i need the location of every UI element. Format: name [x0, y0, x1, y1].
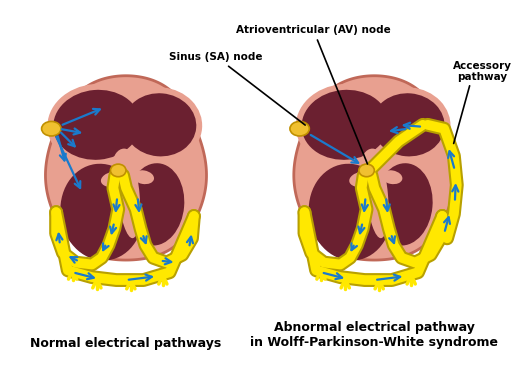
Text: Abnormal electrical pathway
in Wolff-Parkinson-White syndrome: Abnormal electrical pathway in Wolff-Par…: [250, 321, 498, 349]
Ellipse shape: [101, 171, 128, 187]
Ellipse shape: [374, 163, 433, 245]
Ellipse shape: [361, 149, 384, 183]
Ellipse shape: [309, 164, 391, 261]
Ellipse shape: [126, 163, 184, 245]
Ellipse shape: [42, 121, 61, 136]
Ellipse shape: [117, 151, 140, 238]
Ellipse shape: [124, 93, 196, 156]
Ellipse shape: [349, 171, 376, 187]
Ellipse shape: [381, 170, 403, 184]
Ellipse shape: [60, 164, 143, 261]
Polygon shape: [294, 76, 455, 260]
Ellipse shape: [111, 164, 126, 177]
Ellipse shape: [366, 151, 388, 238]
Text: Normal electrical pathways: Normal electrical pathways: [30, 337, 222, 350]
Polygon shape: [45, 76, 206, 260]
Ellipse shape: [359, 164, 375, 177]
Ellipse shape: [133, 170, 154, 184]
Ellipse shape: [112, 149, 135, 183]
Ellipse shape: [372, 93, 445, 156]
Text: Sinus (SA) node: Sinus (SA) node: [169, 52, 305, 125]
Ellipse shape: [290, 121, 309, 136]
Ellipse shape: [302, 90, 389, 160]
Text: Atrioventricular (AV) node: Atrioventricular (AV) node: [236, 25, 390, 164]
Ellipse shape: [53, 90, 141, 160]
Text: Accessory
pathway: Accessory pathway: [452, 61, 512, 82]
